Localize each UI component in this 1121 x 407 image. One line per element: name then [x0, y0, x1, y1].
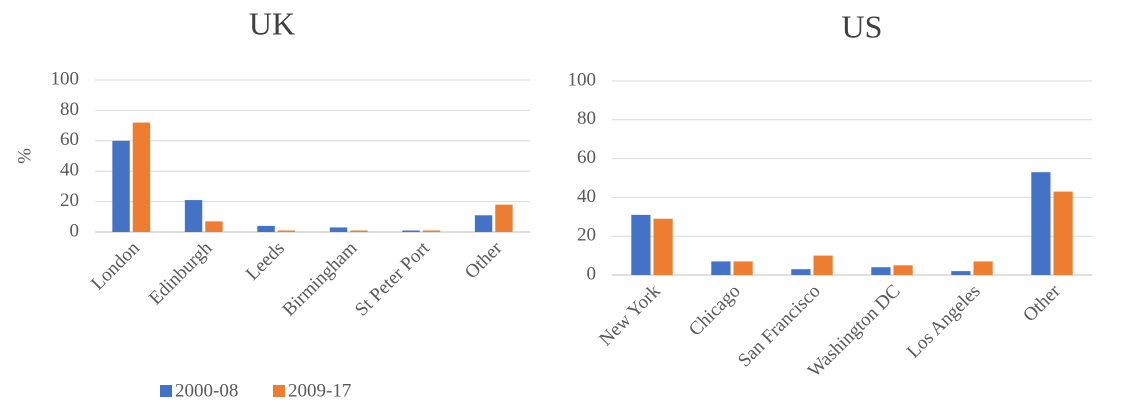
y-tick-label: 100	[568, 69, 597, 90]
y-tick-label: 40	[60, 160, 79, 181]
bar	[257, 225, 275, 232]
bar	[277, 230, 296, 232]
bar	[733, 261, 753, 275]
x-tick-label: London	[87, 237, 144, 294]
bar	[871, 267, 891, 275]
legend-swatch	[160, 385, 172, 397]
bar	[1031, 172, 1051, 275]
y-tick-label: 60	[577, 147, 596, 168]
x-tick-label: Birmingham	[279, 238, 362, 321]
bar	[1053, 191, 1073, 275]
y-tick-label: 60	[60, 129, 79, 150]
bar	[112, 140, 130, 232]
bar	[402, 230, 420, 232]
bar	[184, 200, 203, 232]
bar	[132, 122, 151, 232]
chart-title: UK	[249, 5, 295, 41]
x-tick-label: Chicago	[685, 281, 745, 341]
chart-title: US	[842, 8, 883, 44]
x-tick-label: San Francisco	[734, 281, 825, 372]
bar	[474, 215, 493, 232]
x-tick-label: Other	[1019, 280, 1065, 326]
bar	[350, 230, 368, 232]
bar	[495, 204, 513, 232]
legend-label: 2000-08	[175, 380, 238, 401]
y-tick-label: 0	[70, 220, 80, 241]
bar	[422, 230, 441, 232]
x-tick-label: Los Angeles	[903, 281, 985, 363]
y-tick-label: 40	[577, 186, 596, 207]
y-tick-label: 80	[60, 99, 79, 120]
bar	[205, 221, 223, 232]
y-tick-label: 0	[587, 263, 597, 284]
x-tick-label: New York	[595, 280, 665, 350]
legend-label: 2009-17	[288, 380, 351, 401]
bar	[973, 261, 993, 275]
y-tick-label: 100	[51, 68, 80, 89]
y-tick-label: 80	[577, 108, 596, 129]
x-tick-label: Leeds	[242, 238, 289, 285]
bar	[893, 265, 913, 275]
legend-swatch	[273, 385, 285, 397]
bar	[631, 214, 651, 275]
bar	[813, 255, 833, 275]
x-tick-label: St Peter Port	[351, 237, 434, 320]
bar	[711, 261, 731, 275]
y-tick-label: 20	[577, 225, 596, 246]
bar	[951, 271, 971, 275]
x-tick-label: Edinburgh	[145, 237, 217, 309]
y-tick-label: 20	[60, 190, 79, 211]
y-axis-label: %	[14, 148, 35, 164]
bar	[653, 218, 673, 275]
bar	[791, 269, 811, 275]
x-tick-label: Other	[461, 237, 507, 283]
bar	[329, 227, 348, 232]
